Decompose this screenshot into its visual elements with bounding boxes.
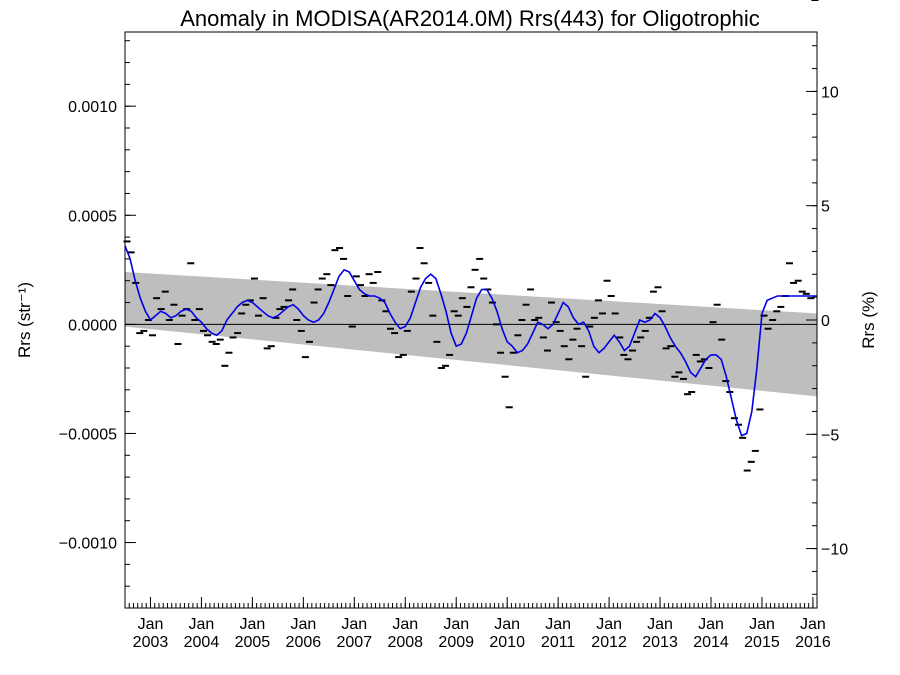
right-tick-label: 10	[821, 84, 839, 101]
chart-title: Anomaly in MODISA(AR2014.0M) Rrs(443) fo…	[180, 6, 760, 31]
x-tick-year: 2014	[693, 634, 729, 651]
x-tick-month: Jan	[494, 616, 520, 633]
x-tick-month: Jan	[341, 616, 367, 633]
x-tick-month: Jan	[647, 616, 673, 633]
x-tick-year: 2016	[795, 634, 831, 651]
x-tick-month: Jan	[189, 616, 215, 633]
x-tick-month: Jan	[545, 616, 571, 633]
x-tick-year: 2005	[235, 634, 271, 651]
x-tick-year: 2003	[133, 634, 169, 651]
right-tick-label: −5	[821, 427, 839, 444]
left-tick-label: −0.0010	[59, 536, 117, 553]
x-tick-year: 2010	[489, 634, 525, 651]
y-axis-label-left: Rrs (str⁻¹)	[15, 282, 34, 358]
x-tick-month: Jan	[239, 616, 265, 633]
right-tick-label: −10	[821, 542, 848, 559]
x-tick-year: 2015	[744, 634, 780, 651]
x-tick-month: Jan	[596, 616, 622, 633]
x-tick-year: 2007	[337, 634, 373, 651]
x-tick-month: Jan	[138, 616, 164, 633]
x-tick-month: Jan	[749, 616, 775, 633]
x-tick-year: 2009	[438, 634, 474, 651]
x-tick-year: 2011	[541, 634, 576, 651]
right-tick-label: 0	[821, 313, 830, 330]
x-tick-year: 2013	[642, 634, 678, 651]
trend-band	[125, 272, 817, 397]
y-axis-label-right: Rrs (%)	[859, 291, 878, 349]
left-tick-label: −0.0005	[59, 426, 117, 443]
monthly-points	[123, 0, 819, 472]
x-tick-month: Jan	[290, 616, 316, 633]
x-tick-month: Jan	[698, 616, 724, 633]
left-tick-label: 0.0000	[68, 317, 117, 334]
x-tick-month: Jan	[800, 616, 826, 633]
x-tick-year: 2008	[387, 634, 423, 651]
x-tick-year: 2012	[591, 634, 627, 651]
x-axis: Jan2003Jan2004Jan2005Jan2006Jan2007Jan20…	[128, 597, 831, 651]
smoothed-series-line	[124, 245, 817, 437]
right-tick-label: 5	[821, 199, 830, 216]
left-tick-label: 0.0005	[68, 208, 117, 225]
x-tick-year: 2006	[286, 634, 322, 651]
right-axis: −10 −5 0 5 10	[806, 45, 848, 595]
x-tick-month: Jan	[443, 616, 469, 633]
x-tick-month: Jan	[392, 616, 418, 633]
left-tick-label: 0.0010	[68, 99, 117, 116]
x-tick-year: 2004	[184, 634, 220, 651]
left-axis: −0.0010 −0.0005 0.0000 0.0005 0.0010	[59, 40, 136, 609]
